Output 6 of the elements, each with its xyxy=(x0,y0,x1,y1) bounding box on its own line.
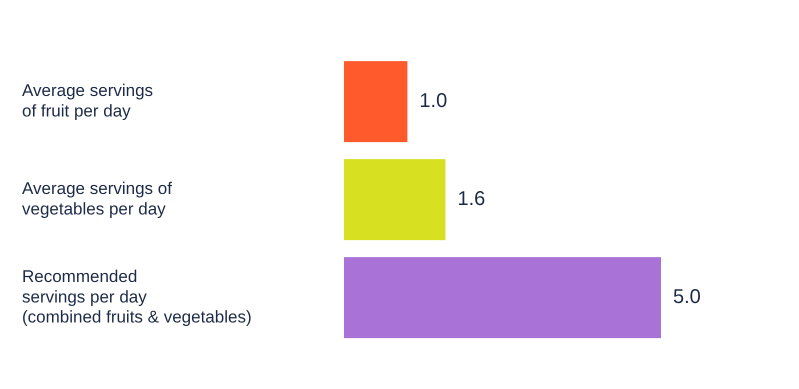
y-tick-label: Average servings of fruit per day xyxy=(22,81,154,120)
y-tick-label: Average servings of vegetables per day xyxy=(22,179,172,218)
y-tick-label: Recommended servings per day (combined fruits & vegetables) xyxy=(22,266,252,327)
data-label: 1.0 xyxy=(419,90,448,112)
data-label: 5.0 xyxy=(673,286,701,308)
data-label: 1.6 xyxy=(457,188,486,210)
